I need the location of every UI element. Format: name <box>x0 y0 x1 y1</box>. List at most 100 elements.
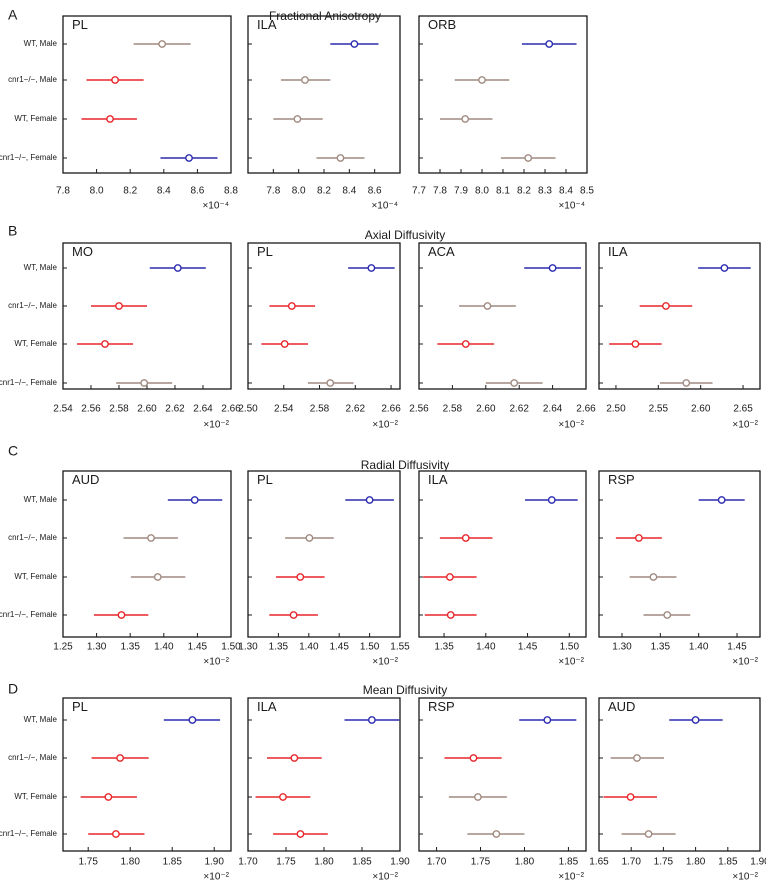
x-tick-label: 2.64 <box>193 404 213 415</box>
row-label: WT, Male <box>24 263 58 272</box>
mean-marker <box>185 154 193 162</box>
mean-marker <box>483 302 492 310</box>
x-tick-label: 1.50 <box>221 642 241 653</box>
mean-marker <box>720 264 729 272</box>
panel-frame <box>62 15 232 174</box>
section-letter: C <box>8 443 18 459</box>
mean-marker <box>691 716 700 724</box>
mean-marker <box>290 754 299 762</box>
row-label: cnr1−/−, Female <box>0 378 58 387</box>
mean-marker <box>296 830 305 838</box>
x-tick-label: 8.6 <box>368 186 382 197</box>
x-tick-label: 8.0 <box>90 186 104 197</box>
panel-frame <box>418 470 587 638</box>
axis-multiplier: ×10⁻² <box>558 420 584 431</box>
row-label: cnr1−/−, Male <box>8 301 57 310</box>
mean-marker <box>115 302 123 310</box>
mean-marker <box>644 830 653 838</box>
x-tick-label: 1.35 <box>434 642 454 653</box>
panel-aca: ACA 2.56 2.58 2.60 2.62 2.64 2.66 ×10⁻² <box>409 242 596 431</box>
section-letter: D <box>8 681 18 697</box>
panel-rsp: RSP 1.30 1.35 1.40 1.45 ×10⁻² <box>598 470 761 668</box>
x-tick-label: 1.35 <box>269 642 289 653</box>
panel-region-label: ILA <box>257 699 277 714</box>
x-tick-label: 2.55 <box>649 404 669 415</box>
mean-marker <box>158 40 167 48</box>
x-tick-label: 1.30 <box>87 642 107 653</box>
x-tick-label: 1.85 <box>162 857 182 868</box>
mean-marker <box>543 716 552 724</box>
panel-ila: ILA 7.8 8.0 8.2 8.4 8.6 ×10⁻⁴ <box>247 15 401 212</box>
panel-frame <box>247 470 401 638</box>
mean-marker <box>365 496 374 504</box>
panel-aud: AUD 1.25 1.30 1.35 1.40 1.45 1.50 ×10⁻² <box>53 470 241 668</box>
mean-marker <box>633 754 641 762</box>
x-tick-label: 8.6 <box>190 186 204 197</box>
mean-marker <box>473 793 482 801</box>
x-tick-label: 8.4 <box>342 186 356 197</box>
row-label: cnr1−/−, Male <box>8 753 57 762</box>
x-tick-label: 2.60 <box>476 404 496 415</box>
axis-multiplier: ×10⁻² <box>558 657 584 668</box>
section-b: B Axial Diffusivity WT, Male cnr1−/−, Male W… <box>0 223 761 431</box>
section-letter: B <box>8 223 17 239</box>
x-tick-label: 1.35 <box>651 642 671 653</box>
x-tick-label: 1.50 <box>560 642 580 653</box>
mean-marker <box>367 264 376 272</box>
axis-multiplier: ×10⁻² <box>372 872 398 883</box>
mean-marker <box>296 573 305 581</box>
x-tick-label: 1.30 <box>238 642 258 653</box>
mean-marker <box>524 154 533 162</box>
x-tick-label: 7.7 <box>412 186 426 197</box>
mean-marker <box>301 76 309 84</box>
x-tick-label: 1.40 <box>299 642 319 653</box>
panel-pl: PL 7.8 8.0 8.2 8.4 8.6 8.8 ×10⁻⁴ <box>56 15 238 212</box>
axis-multiplier: ×10⁻² <box>203 872 229 883</box>
mean-marker <box>305 534 314 542</box>
section-title: Radial Diffusivity <box>361 458 449 472</box>
mean-marker <box>469 754 478 762</box>
mean-marker <box>626 793 635 801</box>
x-tick-label: 7.8 <box>56 186 70 197</box>
x-tick-label: 1.70 <box>427 857 447 868</box>
axis-multiplier: ×10⁻² <box>732 420 758 431</box>
panel-frame <box>247 242 401 390</box>
panel-region-label: ILA <box>257 17 277 32</box>
mean-marker <box>634 534 643 542</box>
x-tick-label: 2.50 <box>606 404 626 415</box>
mean-marker <box>287 302 296 310</box>
mean-marker <box>492 830 501 838</box>
panel-frame <box>598 242 761 390</box>
x-tick-label: 7.8 <box>433 186 447 197</box>
row-label: cnr1−/−, Female <box>0 829 58 838</box>
x-tick-label: 8.0 <box>292 186 306 197</box>
panel-frame <box>247 15 401 174</box>
axis-multiplier: ×10⁻² <box>203 657 229 668</box>
section-c: C Radial Diffusivity WT, Male cnr1−/−, Male… <box>0 443 761 668</box>
x-tick-label: 8.2 <box>123 186 137 197</box>
axis-multiplier: ×10⁻² <box>372 420 398 431</box>
panel-region-label: ORB <box>428 17 456 32</box>
panel-ila: ILA 1.70 1.75 1.80 1.85 1.90 ×10⁻² <box>238 697 410 883</box>
panel-frame <box>418 242 587 390</box>
mean-marker <box>173 264 182 272</box>
panel-orb: ORB 7.7 7.8 7.9 8.0 8.1 8.2 8.3 8.4 8.5 ×10⁻⁴ <box>412 15 594 212</box>
mean-marker <box>510 379 519 387</box>
mean-marker <box>446 611 455 619</box>
panel-frame <box>247 697 401 852</box>
mean-marker <box>336 154 345 162</box>
x-tick-label: 1.90 <box>204 857 224 868</box>
x-tick-label: 8.4 <box>559 186 573 197</box>
row-label: cnr1−/−, Female <box>0 610 58 619</box>
panel-region-label: PL <box>257 244 273 259</box>
mean-marker <box>682 379 691 387</box>
axis-multiplier: ×10⁻⁴ <box>371 201 398 212</box>
mean-marker <box>445 573 454 581</box>
x-tick-label: 2.62 <box>165 404 185 415</box>
x-tick-label: 1.80 <box>686 857 706 868</box>
x-tick-label: 1.90 <box>750 857 766 868</box>
mean-marker <box>116 754 125 762</box>
x-tick-label: 1.80 <box>515 857 535 868</box>
x-tick-label: 1.45 <box>188 642 208 653</box>
